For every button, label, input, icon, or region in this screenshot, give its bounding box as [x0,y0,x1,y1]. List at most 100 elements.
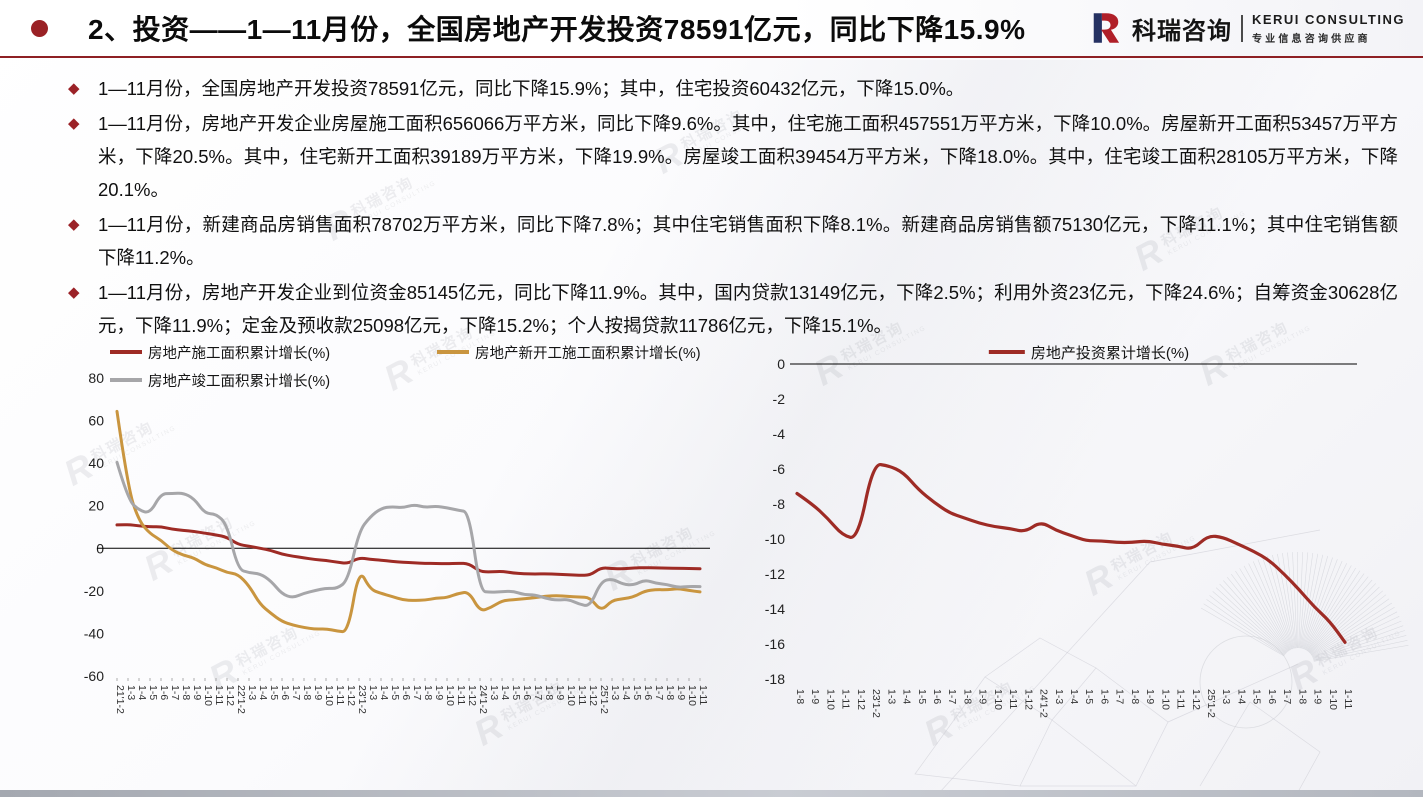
svg-text:1-11: 1-11 [576,685,588,705]
svg-text:22'1-2: 22'1-2 [235,685,247,714]
svg-text:1-8: 1-8 [1296,689,1308,704]
legend-item-new-starts: 房地产新开工施工面积累计增长(%) [437,343,701,362]
svg-text:1-6: 1-6 [158,685,170,700]
svg-text:1-8: 1-8 [422,685,434,700]
bullet-text: 1—11月份，新建商品房销售面积78702万平方米，同比下降7.8%；其中住宅销… [98,214,1398,268]
bullet-item-funding: ◆ 1—11月份，房地产开发企业到位资金85145亿元，同比下降11.9%。其中，… [68,276,1398,342]
svg-text:1-4: 1-4 [1068,689,1080,704]
svg-text:1-8: 1-8 [543,685,555,700]
svg-text:1-10: 1-10 [565,685,577,706]
legend-label: 房地产投资累计增长(%) [1030,344,1190,362]
svg-text:1-5: 1-5 [916,689,928,704]
svg-text:1-10: 1-10 [323,685,335,706]
svg-text:1-12: 1-12 [587,685,599,706]
svg-text:-8: -8 [773,496,786,512]
investment-growth-chart: 房地产投资累计增长(%) 0 -2 -4 -6 -8 -10 -12 -14 -16 -18 1-8… [755,325,1423,790]
logo-divider [1240,14,1243,42]
legend-line-swatch [110,350,142,354]
svg-text:1-5: 1-5 [147,685,159,700]
svg-text:-4: -4 [773,426,786,442]
svg-text:1-9: 1-9 [312,685,324,700]
svg-text:1-10: 1-10 [444,685,456,706]
svg-text:1-7: 1-7 [411,685,423,700]
legend-item-investment: 房地产投资累计增长(%) [988,343,1190,362]
legend-item-completions: 房地产竣工面积累计增长(%) [110,371,330,390]
svg-text:1-9: 1-9 [554,685,566,700]
logo-r-icon [1093,13,1120,43]
bullet-list: ◆ 1—11月份，全国房地产开发投资78591亿元，同比下降15.9%；其中，住宅… [68,70,1398,342]
svg-text:1-6: 1-6 [1266,689,1278,704]
svg-text:1-11: 1-11 [213,685,225,705]
diagonal-band-decor [0,60,1423,797]
svg-text:1-5: 1-5 [389,685,401,700]
svg-text:-60: -60 [84,668,104,684]
svg-text:1-7: 1-7 [169,685,181,700]
legend-label: 房地产新开工施工面积累计增长(%) [475,345,701,362]
header: 2、投资——1—11月份，全国房地产开发投资78591亿元，同比下降15.9% … [0,0,1423,58]
svg-text:1-12: 1-12 [1022,689,1034,710]
svg-text:-12: -12 [765,566,785,582]
svg-text:1-9: 1-9 [191,685,203,700]
svg-text:1-10: 1-10 [202,685,214,706]
svg-text:1-3: 1-3 [1220,689,1232,704]
svg-text:1-12: 1-12 [345,685,357,706]
svg-text:1-9: 1-9 [433,685,445,700]
svg-text:1-11: 1-11 [455,685,467,705]
bullet-item-construction: ◆ 1—11月份，房地产开发企业房屋施工面积656066万平方米，同比下降9.6%… [68,107,1398,206]
svg-text:-20: -20 [84,583,104,599]
svg-text:1-4: 1-4 [136,685,148,700]
svg-text:1-6: 1-6 [642,685,654,700]
logo-en-block: KERUI CONSULTING 专业信息咨询供应商 [1252,12,1405,45]
svg-text:1-6: 1-6 [521,685,533,700]
svg-text:1-9: 1-9 [1144,689,1156,704]
svg-text:1-4: 1-4 [257,685,269,700]
svg-text:1-9: 1-9 [809,689,821,704]
svg-text:1-7: 1-7 [653,685,665,700]
bullet-item-sales: ◆ 1—11月份，新建商品房销售面积78702万平方米，同比下降7.8%；其中住宅… [68,208,1398,274]
svg-text:-16: -16 [765,636,785,652]
svg-text:23'1-2: 23'1-2 [356,685,368,714]
diamond-bullet-icon: ◆ [68,115,80,132]
svg-text:1-6: 1-6 [931,689,943,704]
svg-text:1-5: 1-5 [631,685,643,700]
svg-text:1-4: 1-4 [901,689,913,704]
svg-text:1-4: 1-4 [620,685,632,700]
diamond-bullet-icon: ◆ [68,284,80,301]
svg-text:1-3: 1-3 [367,685,379,700]
svg-text:1-8: 1-8 [180,685,192,700]
svg-text:1-10: 1-10 [1159,689,1171,710]
svg-text:1-3: 1-3 [609,685,621,700]
svg-text:1-12: 1-12 [1190,689,1202,710]
svg-text:1-5: 1-5 [268,685,280,700]
svg-text:1-12: 1-12 [224,685,236,706]
svg-text:1-11: 1-11 [840,689,852,709]
svg-text:80: 80 [88,370,104,386]
svg-text:1-3: 1-3 [246,685,258,700]
svg-text:1-11: 1-11 [697,685,709,705]
svg-text:1-10: 1-10 [1327,689,1339,710]
svg-text:60: 60 [88,413,104,429]
legend-line-swatch [110,378,142,382]
bullet-text: 1—11月份，房地产开发企业到位资金85145亿元，同比下降11.9%。其中，国… [98,282,1398,336]
svg-text:1-8: 1-8 [664,685,676,700]
svg-text:25'1-2: 25'1-2 [1205,689,1217,718]
svg-text:1-7: 1-7 [290,685,302,700]
bullet-item-investment: ◆ 1—11月份，全国房地产开发投资78591亿元，同比下降15.9%；其中，住宅… [68,72,1398,105]
svg-text:1-5: 1-5 [1251,689,1263,704]
svg-text:1-3: 1-3 [488,685,500,700]
svg-text:1-10: 1-10 [686,685,698,706]
svg-text:1-9: 1-9 [675,685,687,700]
logo-tagline: 专业信息咨询供应商 [1251,33,1371,45]
svg-text:1-11: 1-11 [1342,689,1354,709]
svg-text:40: 40 [88,455,104,471]
svg-text:1-9: 1-9 [1312,689,1324,704]
company-logo: 科瑞咨询 KERUI CONSULTING 专业信息咨询供应商 [1088,10,1405,46]
svg-text:1-11: 1-11 [1007,689,1019,709]
svg-text:1-6: 1-6 [400,685,412,700]
svg-text:23'1-2: 23'1-2 [870,689,882,718]
diamond-bullet-icon: ◆ [68,216,80,233]
svg-text:0: 0 [777,356,785,372]
diamond-bullet-icon: ◆ [68,80,80,97]
svg-text:-18: -18 [765,671,785,687]
